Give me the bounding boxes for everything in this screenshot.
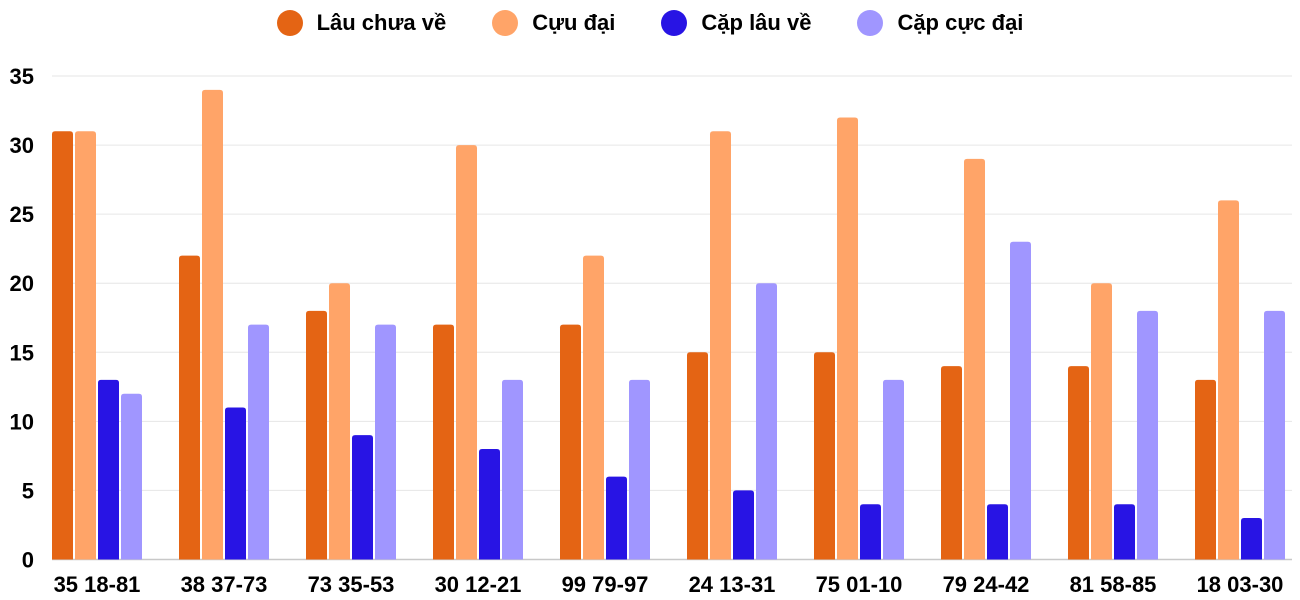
bar [629,379,650,560]
x-tick-label: 79 24-42 [943,572,1030,597]
legend-item[interactable]: Cặp lâu về [661,10,811,36]
bar [1195,379,1216,560]
bar [860,504,881,560]
y-tick-label: 15 [10,340,34,365]
bar [52,131,73,560]
y-tick-label: 0 [22,548,34,573]
bar [479,448,500,560]
y-tick-label: 35 [10,64,34,89]
bar [560,324,581,560]
bar [1114,504,1135,560]
legend-item[interactable]: Lâu chưa về [276,10,447,36]
bar [1010,241,1031,560]
x-tick-label: 73 35-53 [308,572,395,597]
bar [306,310,327,560]
legend-swatch [276,10,303,36]
bar [202,89,223,560]
bar [1137,310,1158,560]
bar [1218,200,1239,560]
bar [1264,310,1285,560]
legend-label: Cặp lâu về [701,10,812,35]
legend-label: Cặp cực đại [897,10,1024,35]
bar [837,117,858,560]
bar [456,145,477,560]
bar [502,379,523,560]
legend-swatch [661,10,688,36]
legend: Lâu chưa về Cựu đại Cặp lâu về Cặp cực đại [0,10,1300,36]
x-tick-label: 35 18-81 [54,572,141,597]
y-tick-label: 30 [10,133,34,158]
bar [814,352,835,560]
bar [687,352,708,560]
legend-item[interactable]: Cặp cực đại [857,10,1023,36]
y-tick-label: 25 [10,202,34,227]
legend-item[interactable]: Cựu đại [492,10,615,36]
bar [756,283,777,560]
x-tick-label: 75 01-10 [816,572,903,597]
legend-swatch [492,10,519,36]
x-tick-label: 38 37-73 [181,572,268,597]
y-tick-label: 10 [10,409,34,434]
bar [733,490,754,560]
bar [941,366,962,560]
bar [98,379,119,560]
x-tick-label: 99 79-97 [562,572,649,597]
bar [883,379,904,560]
bar [352,435,373,560]
bar [1068,366,1089,560]
bar [606,476,627,560]
bar [433,324,454,560]
y-tick-label: 20 [10,271,34,296]
x-tick-label: 18 03-30 [1197,572,1284,597]
bar [375,324,396,560]
legend-swatch [857,10,884,36]
bar [987,504,1008,560]
bar [75,131,96,560]
bar [710,131,731,560]
bar [964,158,985,560]
x-tick-label: 24 13-31 [689,572,776,597]
bar [329,283,350,560]
bar [248,324,269,560]
y-tick-label: 5 [22,478,34,503]
x-tick-label: 81 58-85 [1070,572,1157,597]
bar [121,393,142,560]
bar [225,407,246,560]
bar [1091,283,1112,560]
legend-label: Cựu đại [532,10,616,35]
legend-label: Lâu chưa về [316,10,447,35]
bar [583,255,604,560]
x-tick-label: 30 12-21 [435,572,522,597]
bar [179,255,200,560]
bar [1241,518,1262,560]
